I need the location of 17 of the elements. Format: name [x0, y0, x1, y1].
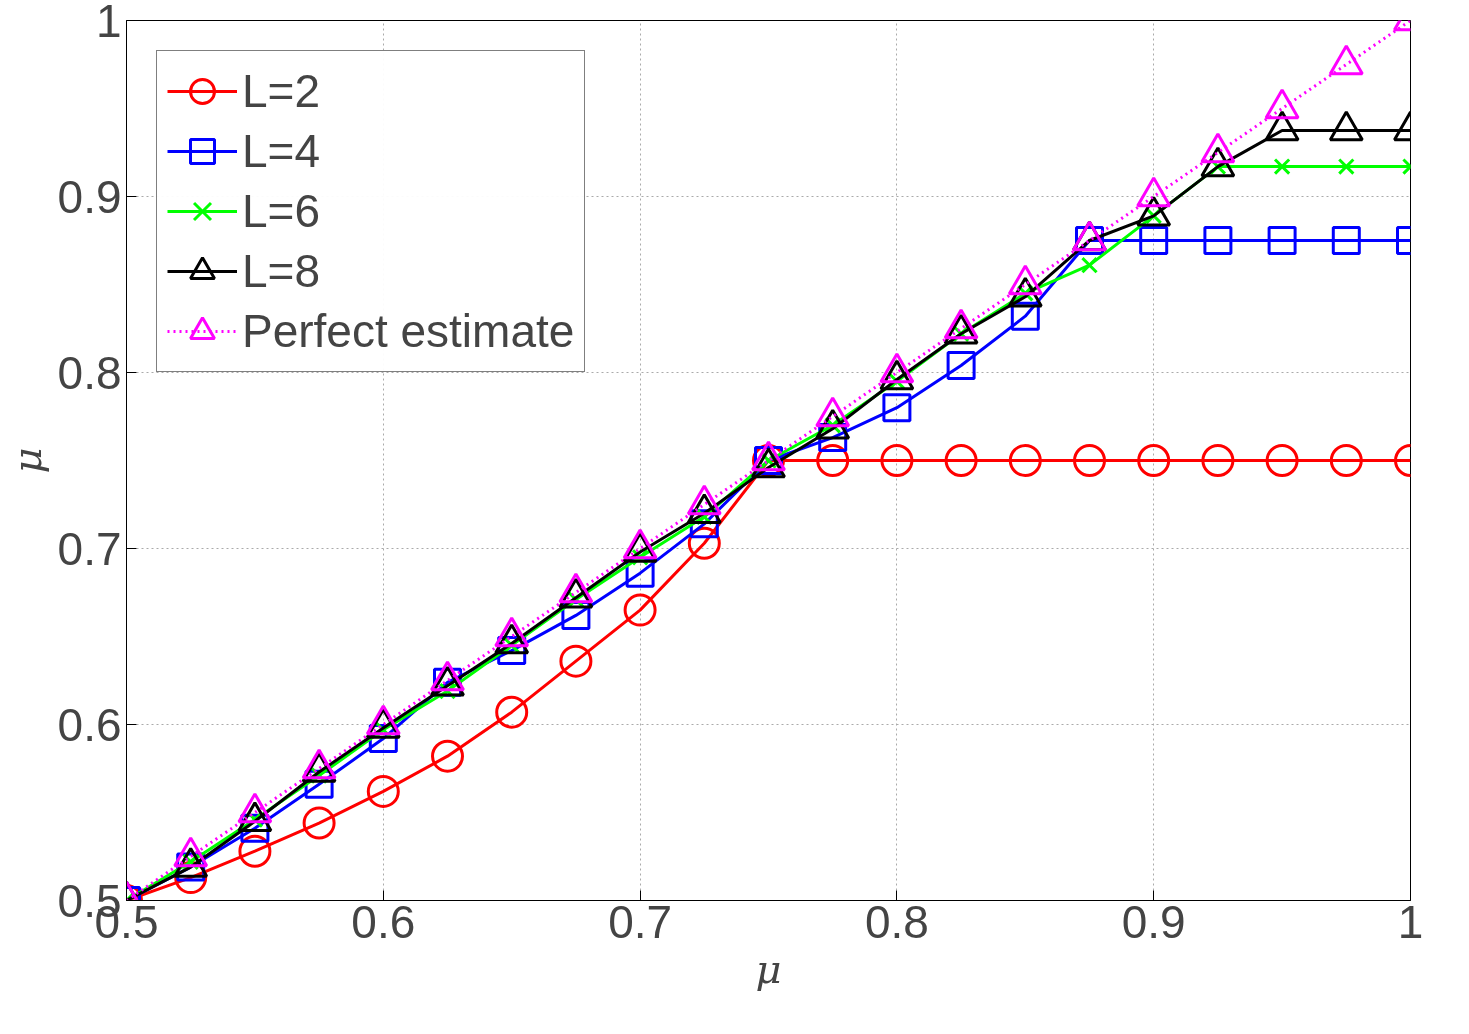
- y-tick-label: 0.7: [57, 522, 122, 575]
- y-tick-label: 0.8: [57, 346, 122, 399]
- y-axis-title: μ: [3, 447, 50, 474]
- x-axis-title: μ: [755, 945, 782, 992]
- legend-label: L=2: [242, 64, 321, 118]
- x-tick-label: 0.9: [1121, 895, 1186, 948]
- x-tick-label: 0.8: [864, 895, 929, 948]
- y-tick-label: 1: [95, 0, 122, 47]
- x-tick-label: 0.6: [351, 895, 416, 948]
- x-tick-label: 0.7: [608, 895, 673, 948]
- legend-label: L=8: [242, 244, 321, 298]
- y-tick-label: 0.6: [57, 698, 122, 751]
- legend-label: L=6: [242, 184, 321, 238]
- y-tick-label: 0.9: [57, 170, 122, 223]
- legend-label: Perfect estimate: [242, 304, 575, 358]
- legend-label: L=4: [242, 124, 321, 178]
- x-tick-label: 1: [1397, 895, 1424, 948]
